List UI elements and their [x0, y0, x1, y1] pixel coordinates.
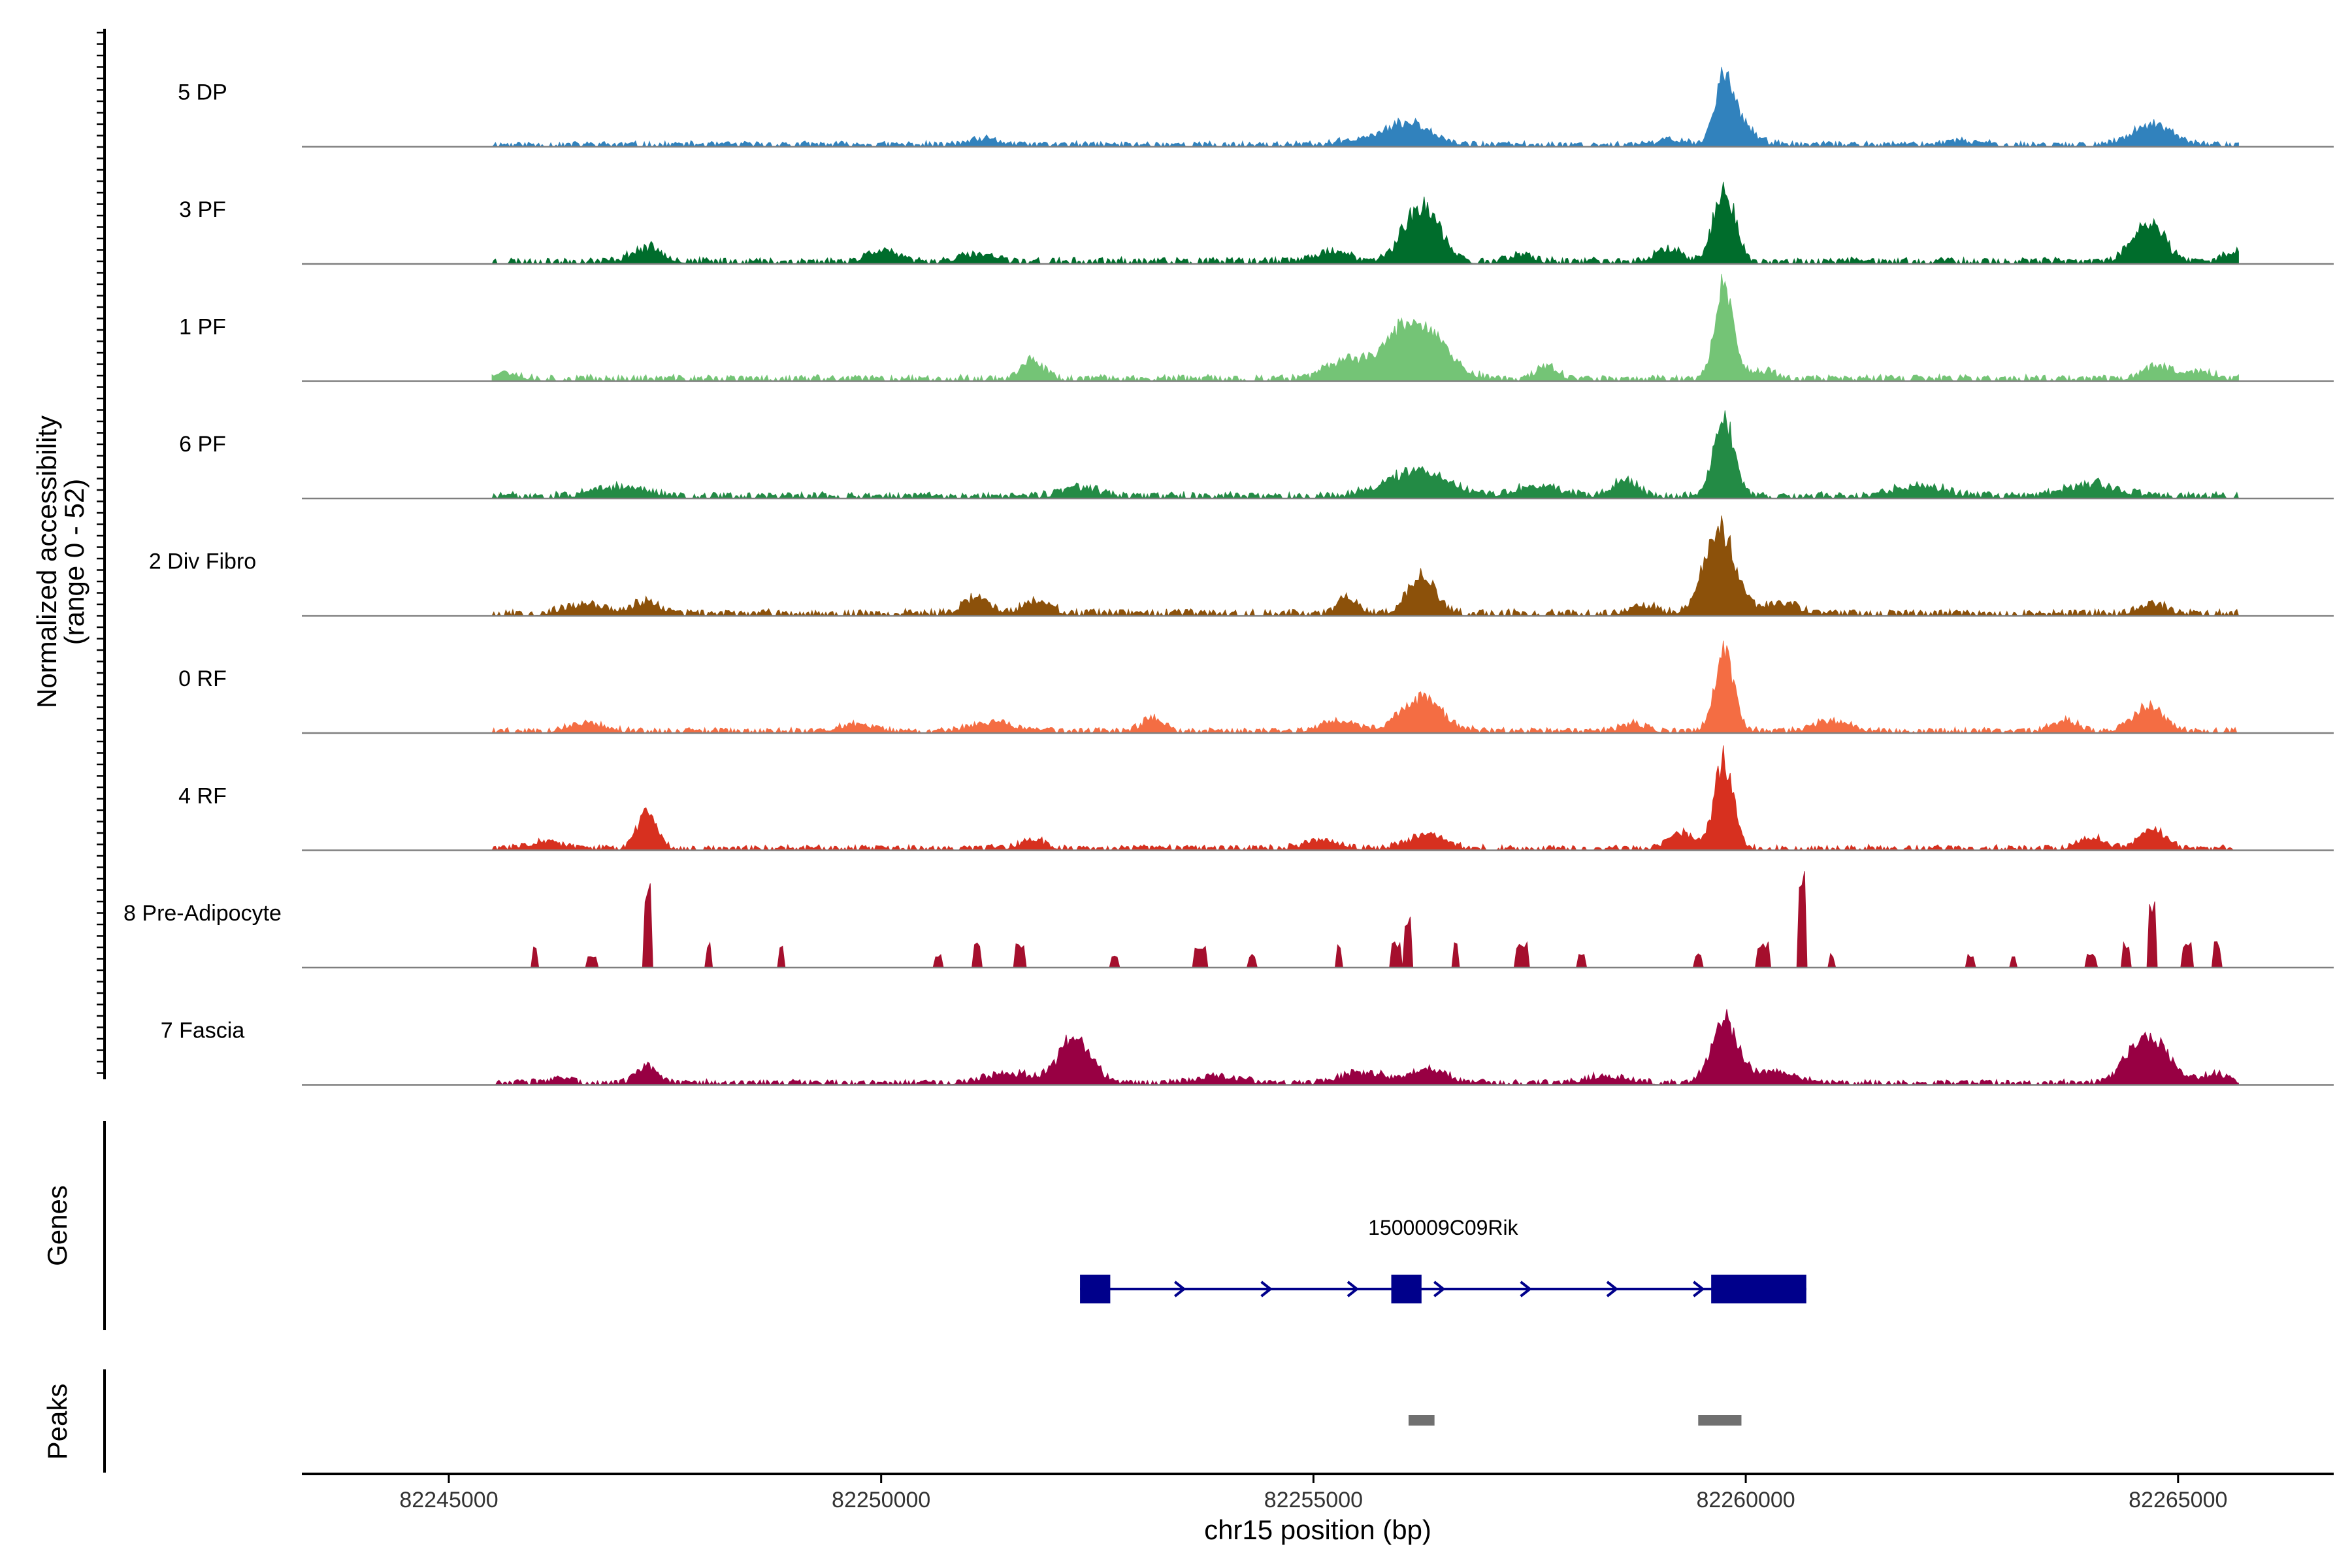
accessibility-y-axis: [97, 29, 106, 1079]
track-label: 4 RF: [178, 784, 227, 809]
track-label: 2 Div Fibro: [149, 549, 256, 574]
track-label: 0 RF: [178, 666, 227, 691]
track-7-fascia: 7 Fascia: [161, 1009, 2334, 1086]
coverage-area: [491, 274, 2239, 383]
peaks-track-title: Peaks: [42, 1384, 73, 1460]
track-label: 5 DP: [178, 80, 227, 105]
track-label: 3 PF: [179, 197, 226, 222]
track-label: 8 Pre-Adipocyte: [123, 901, 282, 926]
track-1-pf: 1 PF: [179, 274, 2334, 383]
peak-region: [1698, 1415, 1742, 1426]
gene-exon: [1080, 1275, 1111, 1303]
gene-exon: [1391, 1275, 1422, 1303]
track-2-div-fibro: 2 Div Fibro: [149, 515, 2334, 617]
strand-arrow: [1347, 1281, 1360, 1298]
x-tick-label: 82255000: [1264, 1488, 1363, 1512]
track-8-pre-adipocyte: 8 Pre-Adipocyte: [123, 871, 2334, 969]
x-axis-title: chr15 position (bp): [1204, 1514, 1431, 1545]
x-tick-label: 82245000: [399, 1488, 498, 1512]
strand-arrow: [1606, 1281, 1619, 1298]
gene-name: 1500009C09Rik: [1368, 1216, 1519, 1239]
track-6-pf: 6 PF: [179, 410, 2334, 500]
y-axis-range: (range 0 - 52): [59, 479, 90, 645]
coverage-area: [492, 1009, 2239, 1086]
track-0-rf: 0 RF: [178, 640, 2334, 734]
track-3-pf: 3 PF: [179, 182, 2334, 265]
track-4-rf: 4 RF: [178, 745, 2334, 852]
coverage-area: [491, 410, 2240, 500]
coverage-area: [491, 515, 2240, 617]
track-label: 6 PF: [179, 432, 226, 457]
strand-arrow: [1174, 1281, 1186, 1298]
strand-arrow: [1433, 1281, 1446, 1298]
x-axis: 82245000 82250000 82255000 82260000 82265000: [302, 1473, 2334, 1512]
gene-exon: [1711, 1275, 1806, 1303]
x-tick-label: 82260000: [1696, 1488, 1795, 1512]
coverage-tracks: 5 DP 3 PF 1 PF 6 PF 2 Div Fibro 0 RF 4 RF 8 Pre…: [123, 67, 2334, 1086]
track-5-dp: 5 DP: [178, 67, 2334, 148]
strand-arrow: [1693, 1281, 1705, 1298]
x-tick-label: 82265000: [2129, 1488, 2227, 1512]
peak-region: [1408, 1415, 1435, 1426]
coverage-area: [491, 640, 2239, 734]
coverage-area: [491, 67, 2239, 148]
track-label: 7 Fascia: [161, 1019, 245, 1043]
y-axis-title: Normalized accessibility: [31, 416, 62, 708]
strand-arrow: [1260, 1281, 1273, 1298]
coverage-area: [491, 182, 2239, 265]
gene-track: 1500009C09Rik: [1080, 1216, 1806, 1303]
genes-track-title: Genes: [42, 1185, 73, 1266]
x-tick-label: 82250000: [832, 1488, 930, 1512]
track-label: 1 PF: [179, 315, 226, 340]
peak-track: [1408, 1415, 1742, 1426]
strand-arrow: [1520, 1281, 1532, 1298]
